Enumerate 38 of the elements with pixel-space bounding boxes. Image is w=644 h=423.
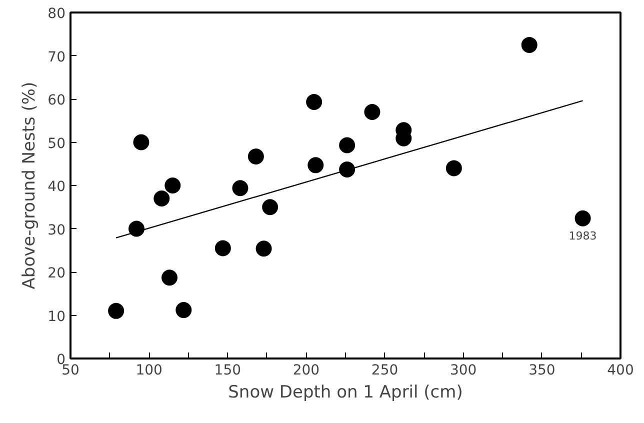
y-tick-label: 30 [48,222,66,238]
point [446,160,462,176]
point [339,162,356,178]
point [133,134,150,150]
y-axis-title: Above-ground Nests (%) [20,82,40,290]
point [176,302,192,318]
x-tick-label: 150 [214,362,242,378]
annotation: 1983 [568,229,597,242]
x-tick-label: 250 [371,362,398,378]
y-tick-label: 20 [48,266,66,282]
point [214,240,231,256]
x-tick-label: 350 [528,362,556,378]
y-tick-label: 40 [48,179,66,195]
point [574,210,591,226]
point [108,302,124,319]
y-tick-label: 70 [48,49,66,66]
point [154,190,170,206]
x-tick-label: 100 [136,362,162,378]
point [521,36,538,53]
point [164,178,181,194]
point [232,180,248,196]
y-tick-label: 60 [48,92,66,108]
x-tick-label: 400 [607,362,634,378]
point [248,148,264,165]
y-tick-label: 80 [48,6,66,22]
point [308,157,324,174]
point [364,104,380,120]
point [306,94,322,110]
y-tick-label: 50 [48,136,66,152]
point [162,270,178,286]
point [339,137,356,154]
point [256,240,272,257]
point [128,220,144,237]
x-tick-label: 200 [292,362,320,378]
x-axis-title: Snow Depth on 1 April (cm) [228,382,463,402]
x-tick-label: 300 [450,362,477,378]
point [262,199,278,216]
y-tick-label: 10 [48,308,66,325]
